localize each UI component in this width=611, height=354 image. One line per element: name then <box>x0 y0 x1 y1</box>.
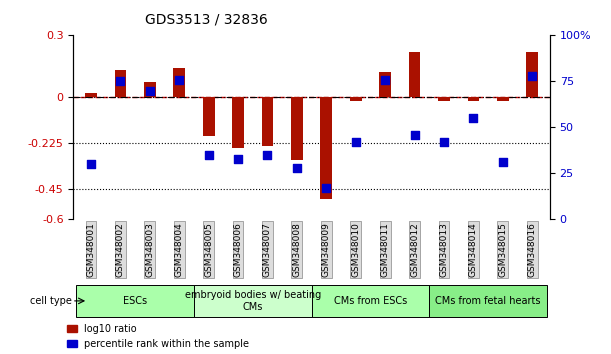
Point <box>498 160 508 165</box>
Text: CMs from ESCs: CMs from ESCs <box>334 296 407 306</box>
Bar <box>291 97 303 160</box>
Text: GDS3513 / 32836: GDS3513 / 32836 <box>145 12 268 27</box>
Bar <box>497 97 509 101</box>
Text: GSM348005: GSM348005 <box>204 222 213 277</box>
Point <box>380 77 390 82</box>
Bar <box>85 93 97 97</box>
FancyBboxPatch shape <box>76 285 194 317</box>
Text: GSM348013: GSM348013 <box>439 222 448 277</box>
Bar <box>174 68 185 97</box>
Text: GSM348011: GSM348011 <box>381 222 390 277</box>
Text: GSM348015: GSM348015 <box>499 222 507 277</box>
Text: GSM348012: GSM348012 <box>410 222 419 277</box>
Point <box>174 77 184 82</box>
Point <box>115 79 125 84</box>
Bar <box>467 97 479 101</box>
Bar <box>350 97 362 101</box>
Text: GSM348006: GSM348006 <box>233 222 243 277</box>
Bar <box>144 82 156 97</box>
Bar <box>379 72 391 97</box>
FancyBboxPatch shape <box>312 285 430 317</box>
Text: GSM348002: GSM348002 <box>116 222 125 277</box>
Point <box>469 115 478 121</box>
Point <box>439 139 449 145</box>
Point <box>203 152 213 158</box>
Bar <box>114 70 126 97</box>
Point <box>233 156 243 161</box>
Text: GSM348007: GSM348007 <box>263 222 272 277</box>
Point <box>410 132 420 138</box>
Bar <box>203 97 214 136</box>
Text: ESCs: ESCs <box>123 296 147 306</box>
Text: cell type: cell type <box>30 296 72 306</box>
FancyBboxPatch shape <box>194 285 312 317</box>
FancyBboxPatch shape <box>430 285 547 317</box>
Text: CMs from fetal hearts: CMs from fetal hearts <box>436 296 541 306</box>
Bar <box>262 97 273 146</box>
Text: GSM348003: GSM348003 <box>145 222 155 277</box>
Point <box>527 73 537 79</box>
Text: GSM348016: GSM348016 <box>528 222 536 277</box>
Legend: log10 ratio, percentile rank within the sample: log10 ratio, percentile rank within the … <box>63 320 253 353</box>
Text: GSM348004: GSM348004 <box>175 222 184 277</box>
Point <box>145 88 155 93</box>
Text: GSM348009: GSM348009 <box>322 222 331 277</box>
Text: GSM348014: GSM348014 <box>469 222 478 277</box>
Point <box>351 139 360 145</box>
Bar <box>320 97 332 199</box>
Point <box>263 152 273 158</box>
Bar <box>438 97 450 101</box>
Bar <box>232 97 244 148</box>
Text: GSM348010: GSM348010 <box>351 222 360 277</box>
Text: GSM348008: GSM348008 <box>293 222 301 277</box>
Text: embryoid bodies w/ beating
CMs: embryoid bodies w/ beating CMs <box>185 290 321 312</box>
Bar <box>409 52 420 97</box>
Text: GSM348001: GSM348001 <box>87 222 95 277</box>
Point <box>86 161 96 167</box>
Point <box>321 185 331 191</box>
Bar <box>526 52 538 97</box>
Point <box>292 165 302 171</box>
